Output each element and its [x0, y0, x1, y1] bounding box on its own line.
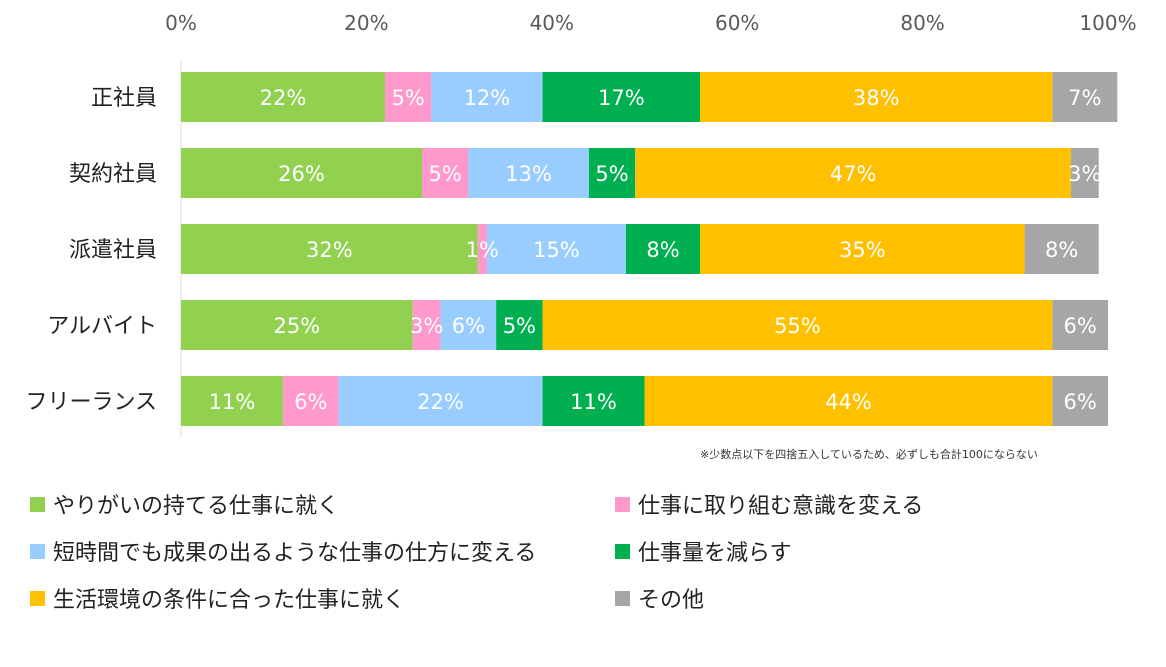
bar-segment	[486, 224, 626, 274]
x-tick-label: 20%	[344, 11, 388, 35]
legend-item-ishiki: 仕事に取り組む意識を変える	[615, 488, 923, 520]
x-tick-label: 60%	[715, 11, 759, 35]
data-label: 11%	[209, 390, 256, 414]
bar-segment	[644, 376, 1053, 426]
data-label: 8%	[1045, 238, 1078, 262]
data-label: 35%	[839, 238, 886, 262]
legend-swatch	[30, 496, 45, 512]
bar-segment	[625, 224, 701, 274]
data-label: 11%	[570, 390, 617, 414]
legend-swatch	[30, 590, 45, 606]
x-tick-label: 80%	[900, 11, 944, 35]
data-label: 13%	[505, 162, 552, 186]
bar-segment	[700, 72, 1053, 122]
bar-segment	[468, 148, 589, 198]
bar-segment	[1024, 224, 1099, 274]
bar-segment	[384, 72, 432, 122]
legend-item-shigotoryou: 仕事量を減らす	[615, 535, 792, 567]
legend-label: 生活環境の条件に合った仕事に就く	[53, 588, 406, 613]
bar-segment	[700, 224, 1025, 274]
bar-segment	[181, 300, 413, 350]
data-label: 38%	[853, 86, 900, 110]
data-label: 26%	[278, 162, 325, 186]
bar-segment	[338, 376, 543, 426]
data-label: 5%	[595, 162, 628, 186]
data-label: 47%	[830, 162, 877, 186]
data-label: 25%	[274, 314, 321, 338]
data-label: 55%	[774, 314, 821, 338]
x-tick-label: 100%	[1079, 11, 1136, 35]
category-label: 正社員	[91, 86, 157, 111]
category-label: 契約社員	[69, 162, 157, 187]
bar-segment	[282, 376, 339, 426]
legend-item-seikatsu: 生活環境の条件に合った仕事に就く	[30, 582, 405, 614]
bar-segment	[431, 72, 543, 122]
bar-segment	[542, 300, 1053, 350]
data-label: 8%	[646, 238, 679, 262]
data-label: 44%	[825, 390, 872, 414]
category-label: アルバイト	[47, 314, 157, 339]
bar-segment	[440, 300, 497, 350]
data-label: 6%	[1064, 390, 1097, 414]
category-label: 派遣社員	[69, 238, 157, 263]
data-label: 6%	[294, 390, 327, 414]
data-label: 5%	[391, 86, 424, 110]
legend-item-sonota: その他	[615, 582, 704, 614]
bar-segment	[1052, 300, 1108, 350]
data-label: 6%	[452, 314, 485, 338]
rounding-note: ※少数点以下を四捨五入しているため、必ずしも合計100にならない	[700, 448, 1038, 461]
category-label: フリーランス	[25, 390, 157, 415]
bar-segment	[496, 300, 543, 350]
data-label: 22%	[260, 86, 307, 110]
legend-item-jikan: 短時間でも成果の出るような仕事の仕方に変える	[30, 535, 536, 567]
legend-swatch	[615, 543, 630, 559]
legend-label: 仕事に取り組む意識を変える	[638, 494, 924, 519]
bar-segment	[412, 300, 441, 350]
bar-segment	[542, 376, 645, 426]
bar-segment	[1070, 148, 1099, 198]
data-label: 22%	[417, 390, 464, 414]
legend-swatch	[30, 543, 45, 559]
bar-segment	[181, 376, 283, 426]
bar-segment	[181, 148, 423, 198]
data-label: 6%	[1064, 314, 1097, 338]
legend-label: その他	[638, 588, 705, 613]
data-label: 12%	[464, 86, 511, 110]
data-label: 3%	[410, 314, 443, 338]
bar-segment	[181, 224, 478, 274]
legend-swatch	[615, 496, 630, 512]
legend-label: やりがいの持てる仕事に就く	[53, 494, 340, 519]
legend-label: 仕事量を減らす	[638, 541, 792, 566]
data-label: 15%	[533, 238, 580, 262]
bar-segment	[1052, 376, 1108, 426]
legend-swatch	[615, 590, 630, 606]
legend-label: 短時間でも成果の出るような仕事の仕方に変える	[53, 541, 537, 566]
legend-item-yarigai: やりがいの持てる仕事に就く	[30, 488, 339, 520]
bar-segment	[1052, 72, 1118, 122]
data-label: 17%	[598, 86, 645, 110]
bar-segment	[635, 148, 1071, 198]
bar-segment	[542, 72, 701, 122]
data-label: 3%	[1068, 162, 1101, 186]
legend: やりがいの持てる仕事に就く 仕事に取り組む意識を変える 短時間でも成果の出るよう…	[30, 480, 1130, 630]
bar-segment	[588, 148, 636, 198]
data-label: 5%	[429, 162, 462, 186]
x-tick-label: 40%	[530, 11, 574, 35]
bar-segment	[422, 148, 469, 198]
data-label: 32%	[306, 238, 353, 262]
bar-segment	[477, 224, 487, 274]
data-label: 1%	[466, 238, 499, 262]
bar-segment	[181, 72, 385, 122]
data-label: 7%	[1068, 86, 1101, 110]
data-label: 5%	[503, 314, 536, 338]
x-tick-label: 0%	[165, 11, 197, 35]
